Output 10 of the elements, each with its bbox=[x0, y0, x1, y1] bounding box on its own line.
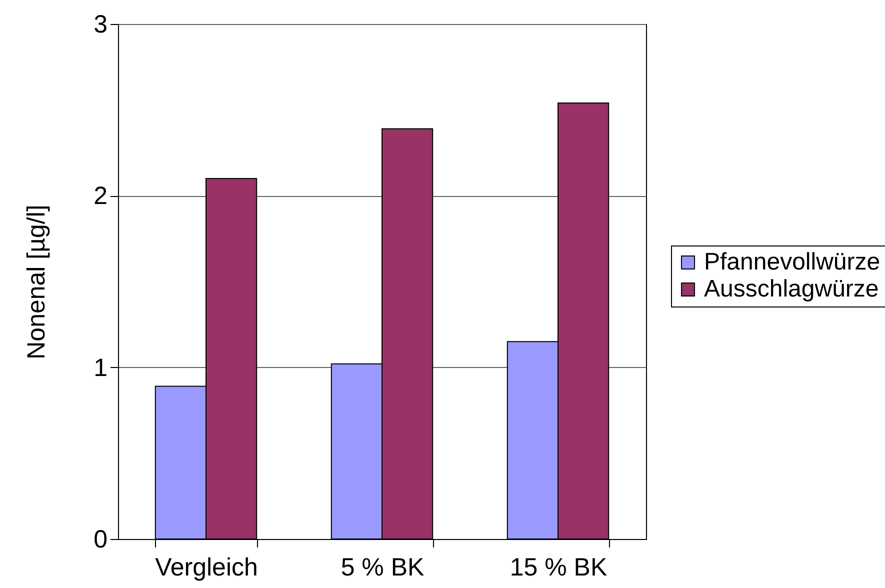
x-tick-label: 15 % BK bbox=[510, 554, 608, 582]
y-axis-title: Nonenal [µg/l] bbox=[22, 204, 51, 360]
x-tick-label: 5 % BK bbox=[340, 554, 425, 582]
x-tick-label: Vergleich bbox=[155, 554, 258, 582]
y-tick-label: 2 bbox=[94, 182, 108, 210]
y-tick-label: 1 bbox=[94, 354, 108, 382]
legend-label: Pfannevollwürze bbox=[704, 248, 880, 276]
legend-label: Ausschlagwürze bbox=[704, 276, 879, 302]
y-tick-label: 0 bbox=[94, 526, 108, 554]
y-tick-label: 3 bbox=[94, 10, 108, 38]
